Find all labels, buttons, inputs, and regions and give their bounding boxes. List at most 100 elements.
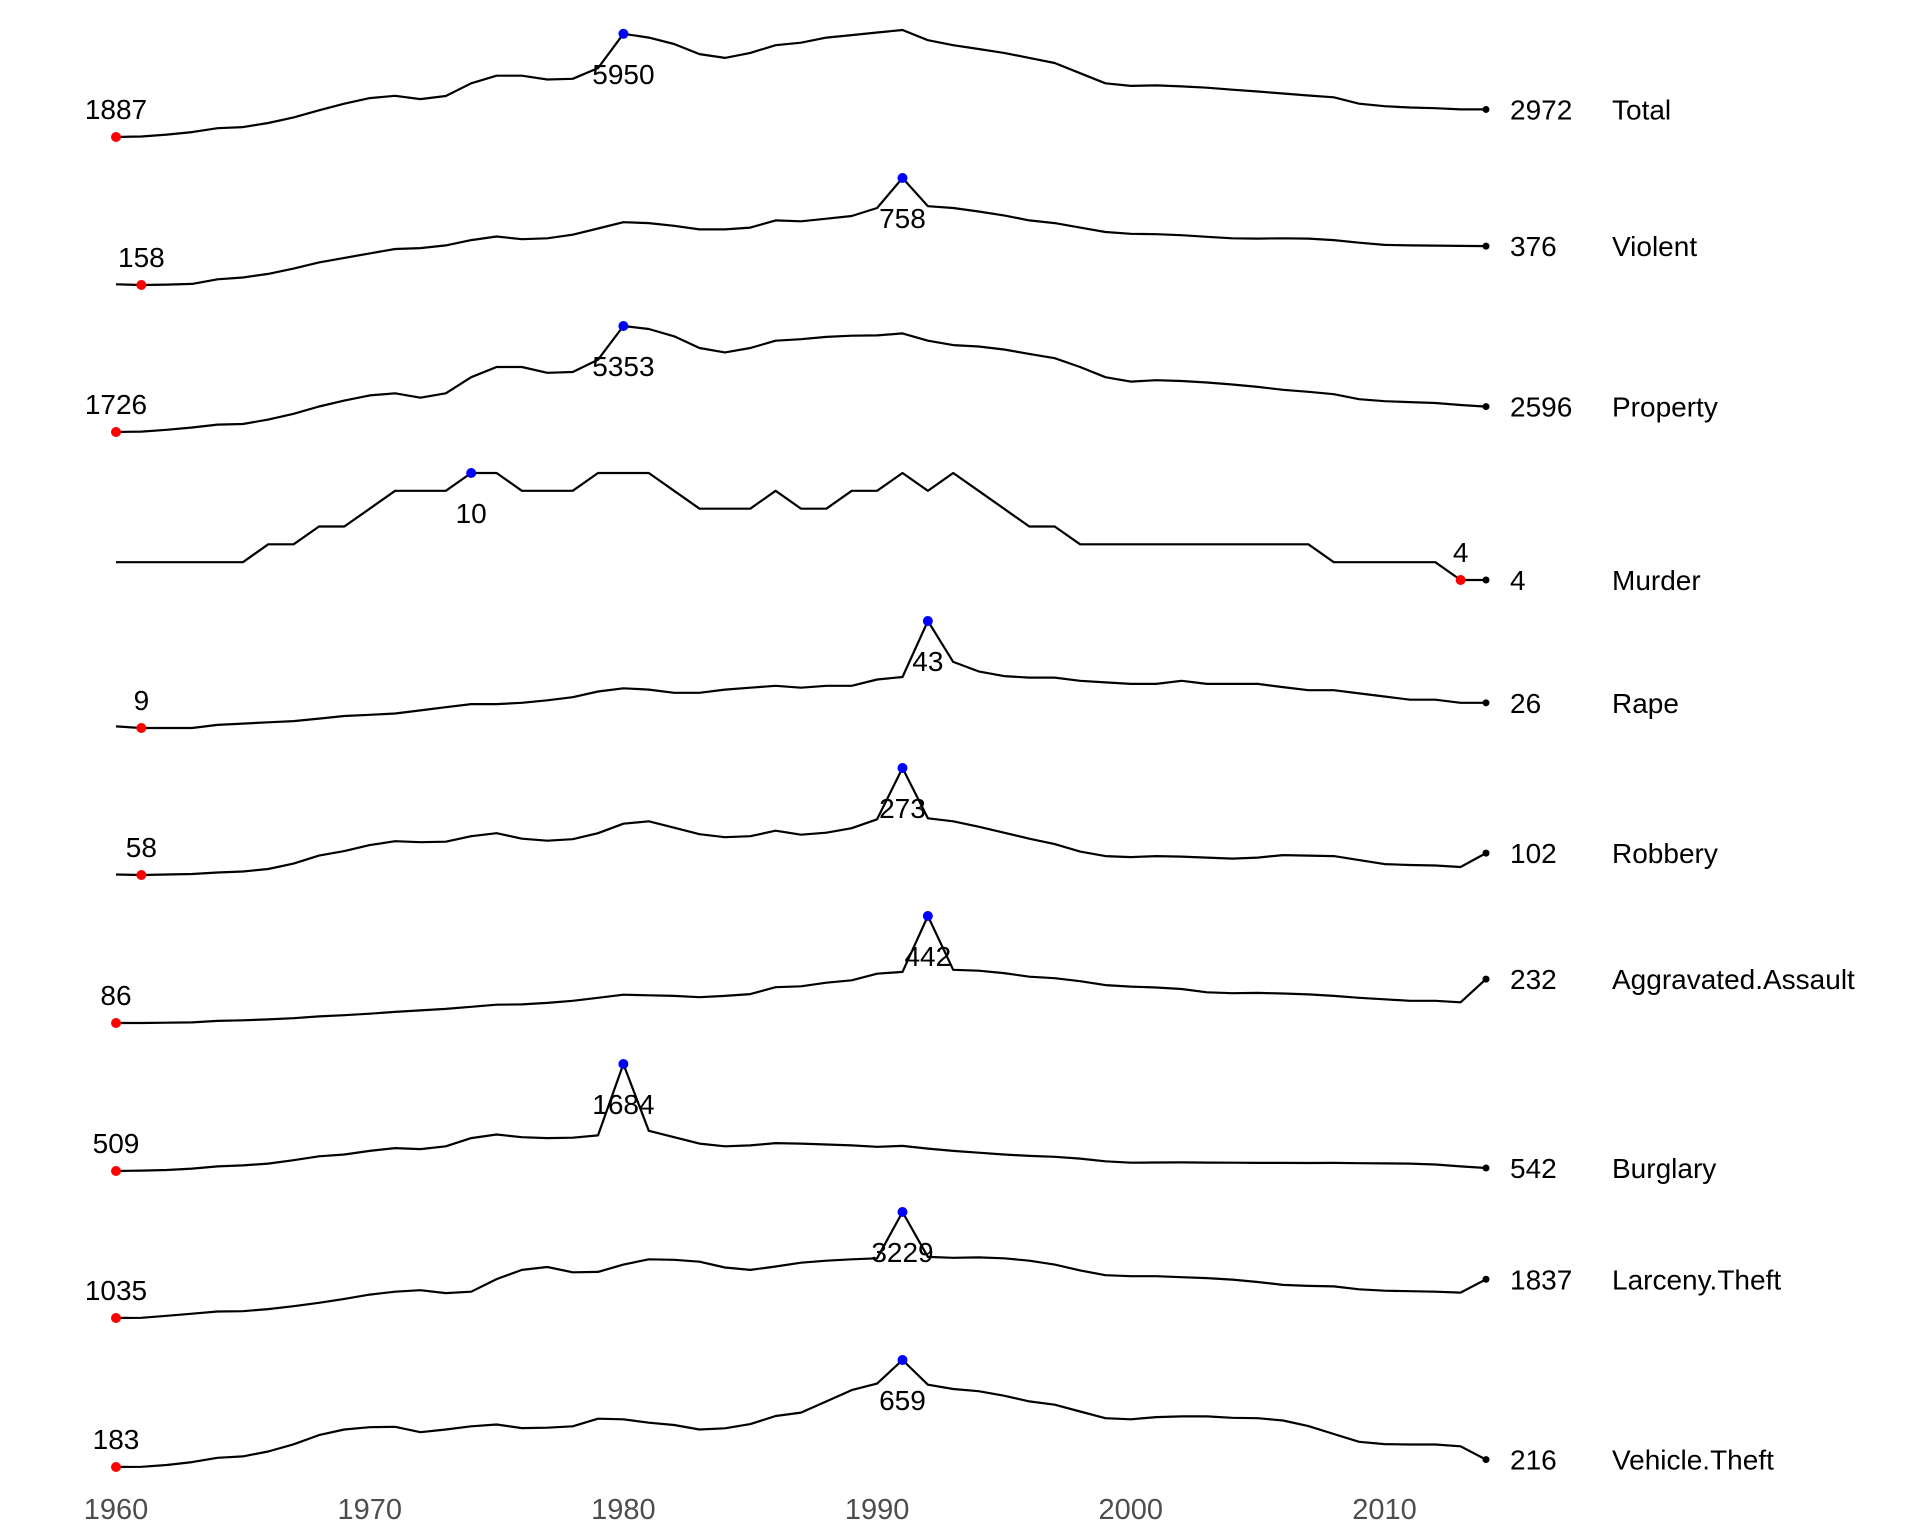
series-line [115,1358,1487,1469]
first-value-label: 86 [100,980,131,1011]
min-point [111,1018,121,1028]
peak-value-label: 1684 [592,1089,654,1120]
series-murder: 4 10 4 Murder [116,468,1701,596]
series-violent: 158 758 376 Violent [115,173,1697,290]
last-value-label: 376 [1510,231,1557,262]
series-burglary: 509 1684 542 Burglary [93,1059,1716,1184]
min-point [111,427,121,437]
series-name-label: Robbery [1612,838,1718,869]
series-line [115,766,1487,877]
last-value-label: 102 [1510,838,1557,869]
first-value-label: 1726 [85,389,147,420]
peak-value-label: 273 [879,793,926,824]
x-tick-label: 2010 [1352,1494,1417,1526]
peak-value-label: 3229 [871,1237,933,1268]
series-line [116,914,1487,1025]
peak-point [618,321,629,331]
series-property: 1726 5353 2596 Property [85,321,1718,437]
series-larceny-theft: 1035 3229 1837 Larceny.Theft [85,1207,1781,1323]
series-line [115,1062,1487,1173]
peak-point [897,763,908,773]
first-value-label: 4 [1453,537,1469,568]
series-total: 1887 5950 2972 Total [85,28,1671,142]
peak-value-label: 5353 [592,351,654,382]
end-point [1482,1164,1490,1172]
series-line [115,324,1487,434]
series-name-label: Murder [1612,565,1701,596]
peak-point [922,616,933,626]
min-point [111,132,121,142]
last-value-label: 4 [1510,565,1526,596]
first-value-label: 158 [118,242,165,273]
end-point [1482,1275,1490,1283]
series-name-label: Total [1612,94,1671,125]
peak-point [618,1059,629,1069]
series-rape: 9 43 26 Rape [115,616,1679,733]
peak-value-label: 758 [879,203,926,234]
series-name-label: Violent [1612,231,1697,262]
last-value-label: 2972 [1510,94,1572,125]
peak-point [897,173,908,183]
end-point [1482,576,1490,584]
peak-point [897,1355,908,1365]
first-value-label: 58 [126,832,157,863]
min-point [111,1313,121,1323]
series-line [115,619,1486,730]
peak-value-label: 442 [904,941,951,972]
peak-value-label: 43 [912,646,943,677]
x-tick-label: 1960 [84,1494,149,1526]
x-tick-label: 1990 [845,1494,910,1526]
series-line [115,1210,1487,1320]
x-axis: 1960 1970 1980 1990 2000 2010 [84,1494,1417,1526]
peak-point [922,911,933,921]
min-point [136,280,147,290]
min-point [111,1462,121,1472]
series-name-label: Burglary [1612,1153,1716,1184]
x-tick-label: 2000 [1099,1494,1164,1526]
peak-point [466,468,477,478]
end-point [1482,242,1490,250]
last-value-label: 26 [1510,688,1541,719]
series-name-label: Vehicle.Theft [1612,1445,1774,1476]
first-value-label: 1887 [85,94,147,125]
series-layer: 1887 5950 2972 Total 158 758 376 Violent 1726 535… [85,28,1855,1476]
end-point [1482,699,1490,707]
min-point [136,723,147,733]
last-value-label: 542 [1510,1153,1557,1184]
series-name-label: Larceny.Theft [1612,1264,1781,1295]
series-vehicle-theft: 183 659 216 Vehicle.Theft [93,1355,1774,1476]
first-value-label: 183 [93,1424,140,1455]
end-point [1482,105,1490,113]
min-point [136,870,147,880]
series-name-label: Aggravated.Assault [1612,964,1855,995]
peak-value-label: 10 [456,498,487,529]
x-tick-label: 1980 [591,1494,656,1526]
series-name-label: Property [1612,392,1718,423]
peak-value-label: 5950 [592,59,654,90]
series-line [115,176,1487,287]
peak-value-label: 659 [879,1385,926,1416]
last-value-label: 2596 [1510,392,1572,423]
series-name-label: Rape [1612,688,1679,719]
series-aggravated-assault: 86 442 232 Aggravated.Assault [100,911,1855,1028]
end-point [1482,849,1490,857]
series-line [116,471,1486,582]
peak-point [618,28,629,39]
x-tick-label: 1970 [337,1494,402,1526]
last-value-label: 216 [1510,1445,1557,1476]
peak-point [897,1207,908,1217]
end-point [1482,975,1490,983]
end-point [1482,1456,1490,1464]
first-value-label: 509 [93,1128,140,1159]
min-point [111,1166,121,1176]
first-value-label: 9 [134,685,150,716]
series-line [115,28,1486,139]
end-point [1482,403,1490,411]
min-point [1455,575,1466,585]
first-value-label: 1035 [85,1275,147,1306]
series-robbery: 58 273 102 Robbery [115,763,1718,880]
last-value-label: 1837 [1510,1264,1572,1295]
last-value-label: 232 [1510,964,1557,995]
